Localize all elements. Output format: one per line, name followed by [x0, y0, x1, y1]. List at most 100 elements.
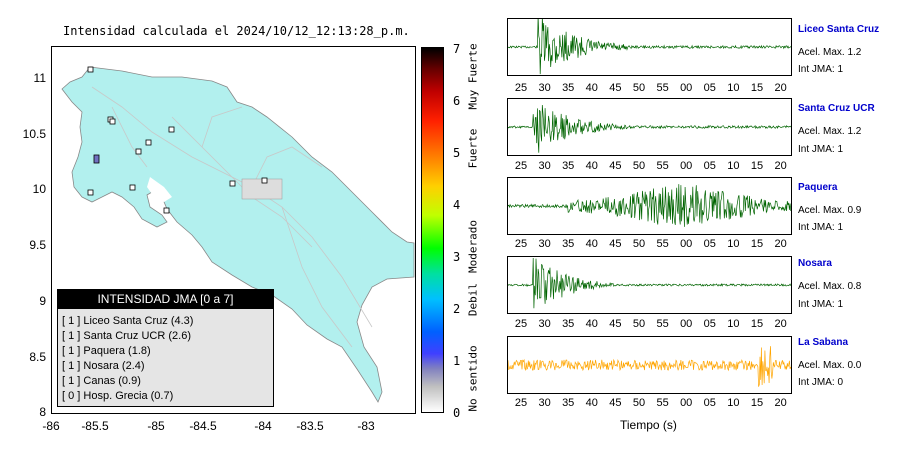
waveform-panel	[507, 336, 792, 394]
panel-xtick-label: 50	[632, 397, 646, 409]
map-xtick-label: -83	[357, 419, 375, 433]
panel-xtick-label: 05	[703, 160, 716, 172]
panel-xtick-label: 10	[727, 238, 740, 250]
panel-xtick-label: 55	[656, 82, 669, 94]
panel-xtick-label: 30	[538, 238, 551, 250]
station-int-jma: Int JMA: 0	[798, 377, 844, 388]
panel-xtick-label: 30	[538, 397, 551, 409]
station-name: Liceo Santa Cruz	[798, 24, 880, 35]
station-int-jma: Int JMA: 1	[798, 222, 844, 233]
waveform-line	[508, 104, 791, 153]
panel-xtick-label: 00	[680, 238, 693, 250]
waveform-line	[508, 184, 791, 227]
waveform-line	[508, 257, 791, 309]
waveform-panel	[507, 177, 792, 235]
panel-xtick-label: 20	[774, 397, 787, 409]
panel-xtick-label: 20	[774, 160, 787, 172]
panel-xtick-label: 50	[632, 318, 646, 330]
station-acel-max: Acel. Max. 1.2	[798, 126, 862, 137]
panel-xtick-row: 25 30 35 40 45 50 55 00 05 10 15 20	[507, 397, 790, 411]
panel-xtick-label: 55	[656, 160, 669, 172]
intensity-legend: INTENSIDAD JMA [0 a 7] [ 1 ] Liceo Santa…	[57, 289, 274, 407]
panel-xtick-label: 10	[727, 160, 740, 172]
panel-xtick-label: 45	[609, 82, 622, 94]
panel-xtick-label: 20	[774, 318, 787, 330]
panel-xtick-label: 25	[514, 82, 528, 94]
panel-xtick-label: 30	[538, 318, 551, 330]
panel-xtick-label: 05	[703, 397, 716, 409]
panel-xtick-label: 40	[585, 82, 598, 94]
panel-xtick-label: 40	[585, 397, 598, 409]
colorbar-category-label: No sentido	[466, 345, 480, 412]
panel-xtick-label: 30	[538, 160, 551, 172]
panel-xtick-label: 00	[680, 82, 693, 94]
map-ytick-label: 9.5	[29, 238, 46, 252]
station-acel-max: Acel. Max. 0.9	[798, 205, 862, 216]
colorbar-category-label: Debil	[466, 282, 480, 317]
station-name: Paquera	[798, 182, 838, 193]
station-markers	[87, 66, 268, 214]
waveform-trace	[508, 257, 791, 309]
panel-xtick-label: 15	[750, 318, 764, 330]
map-xtick-label: -83.5	[296, 419, 324, 433]
panel-xtick-label: 45	[609, 318, 622, 330]
legend-title: INTENSIDAD JMA [0 a 7]	[58, 290, 273, 309]
panel-xtick-label: 45	[609, 160, 622, 172]
panel-xtick-label: 30	[538, 82, 551, 94]
panel-xtick-label: 05	[703, 82, 716, 94]
panel-xtick-label: 55	[656, 238, 669, 250]
waveform-panel	[507, 256, 792, 314]
colorbar-category-label: Fuerte	[466, 128, 480, 169]
panel-xtick-label: 05	[703, 238, 716, 250]
panel-xtick-label: 35	[562, 160, 575, 172]
panel-xtick-label: 15	[750, 397, 764, 409]
time-axis-label: Tiempo (s)	[620, 418, 677, 432]
station-acel-max: Acel. Max. 1.2	[798, 47, 862, 58]
station-name: Nosara	[798, 258, 832, 269]
map-xtick-label: -86	[42, 419, 60, 433]
panel-xtick-label: 50	[632, 160, 646, 172]
station-acel-max: Acel. Max. 0.0	[798, 360, 862, 371]
map-ytick-label: 11	[33, 71, 46, 85]
station-name: La Sabana	[798, 337, 849, 348]
panel-xtick-label: 00	[680, 318, 693, 330]
colorbar-tick-label: 2	[453, 302, 461, 316]
map-ytick-label: 8.5	[29, 350, 46, 364]
panel-xtick-label: 10	[727, 318, 740, 330]
panel-xtick-label: 25	[514, 318, 528, 330]
panel-xtick-label: 40	[585, 160, 598, 172]
waveform-trace	[508, 104, 791, 153]
colorbar-tick-label: 4	[453, 198, 461, 212]
panel-xtick-label: 15	[750, 82, 764, 94]
panel-xtick-label: 35	[562, 238, 575, 250]
map-xtick-label: -85.5	[81, 419, 109, 433]
map-xtick-label: -84	[254, 419, 272, 433]
colorbar-tick-label: 1	[453, 354, 461, 368]
panel-xtick-label: 50	[632, 82, 646, 94]
map-ytick-label: 9	[39, 294, 46, 308]
panel-xtick-label: 05	[703, 318, 716, 330]
colorbar-tick-label: 5	[453, 146, 461, 160]
panel-xtick-label: 35	[562, 82, 575, 94]
station-name: Santa Cruz UCR	[798, 103, 875, 114]
panel-xtick-label: 55	[656, 397, 669, 409]
waveform-trace	[508, 19, 791, 75]
colorbar-tick-label: 0	[453, 406, 461, 420]
panel-xtick-label: 35	[562, 318, 575, 330]
panel-xtick-label: 35	[562, 397, 575, 409]
panel-xtick-row: 25 30 35 40 45 50 55 00 05 10 15 20	[507, 318, 790, 332]
panel-xtick-label: 20	[774, 238, 787, 250]
map-title: Intensidad calculada el 2024/10/12_12:13…	[63, 24, 410, 38]
panel-xtick-label: 00	[680, 160, 693, 172]
waveform-trace	[508, 184, 791, 227]
legend-item: [ 1 ] Santa Cruz UCR (2.6)	[62, 330, 191, 342]
colorbar-tick-label: 6	[453, 94, 461, 108]
waveform-panel	[507, 98, 792, 156]
map-ytick-label: 8	[39, 405, 46, 419]
panel-xtick-label: 40	[585, 318, 598, 330]
legend-item: [ 0 ] Hosp. Grecia (0.7)	[62, 390, 174, 402]
panel-xtick-label: 50	[632, 238, 646, 250]
panel-xtick-label: 00	[680, 397, 693, 409]
panel-xtick-label: 45	[609, 397, 622, 409]
